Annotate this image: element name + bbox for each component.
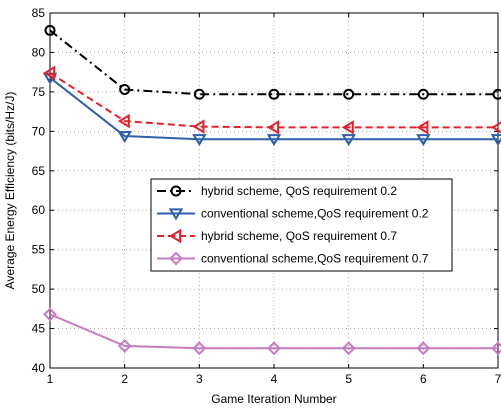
data-point <box>416 134 431 147</box>
data-point <box>416 120 429 135</box>
data-point <box>119 84 131 96</box>
legend-box <box>150 178 453 272</box>
data-point <box>44 24 56 36</box>
series-line <box>49 313 498 350</box>
y-tick-label: 65 <box>32 164 46 178</box>
legend-marker <box>169 228 182 244</box>
data-point <box>416 341 431 356</box>
x-tick-label: 5 <box>345 372 352 386</box>
legend-marker <box>169 251 183 266</box>
data-point <box>491 341 501 356</box>
data-point <box>192 341 207 356</box>
x-tick-label: 1 <box>47 372 54 386</box>
y-tick-label: 45 <box>32 322 46 336</box>
data-point <box>117 130 132 143</box>
legend-marker <box>170 185 182 197</box>
legend-marker <box>168 208 184 221</box>
y-tick-label: 50 <box>32 282 46 296</box>
y-tick-label: 85 <box>32 6 46 20</box>
data-point <box>193 88 205 100</box>
legend-label: conventional scheme,QoS requirement 0.7 <box>201 252 429 266</box>
series-4 <box>43 307 501 356</box>
x-tick-label: 3 <box>196 372 203 386</box>
y-tick-label: 75 <box>32 85 46 99</box>
series-1 <box>44 24 501 100</box>
x-tick-label: 2 <box>121 372 128 386</box>
y-tick-label: 80 <box>32 45 46 59</box>
data-point <box>266 134 282 147</box>
data-point <box>43 307 57 322</box>
x-tick-label: 4 <box>271 372 278 386</box>
series-line <box>49 72 498 129</box>
legend-item: hybrid scheme, QoS requirement 0.7 <box>157 228 397 244</box>
x-tick-label: 7 <box>495 372 501 386</box>
data-point <box>268 88 280 100</box>
data-point <box>192 134 207 147</box>
legend-item: conventional scheme,QoS requirement 0.2 <box>157 207 429 221</box>
data-point <box>117 338 132 353</box>
y-tick-label: 60 <box>32 203 46 217</box>
data-point <box>192 119 205 134</box>
data-point <box>117 113 130 129</box>
data-point <box>343 88 355 100</box>
x-axis-label: Game Iteration Number <box>211 392 336 406</box>
series-2 <box>42 72 501 147</box>
y-tick-label: 40 <box>32 361 46 375</box>
y-tick-label: 55 <box>32 243 46 257</box>
legend-item: conventional scheme,QoS requirement 0.7 <box>157 252 429 266</box>
legend-label: hybrid scheme, QoS requirement 0.2 <box>201 184 397 198</box>
x-tick-label: 6 <box>420 372 427 386</box>
legend-item: hybrid scheme, QoS requirement 0.2 <box>157 184 397 198</box>
data-point <box>492 88 501 100</box>
data-point <box>341 341 356 356</box>
legend: hybrid scheme, QoS requirement 0.2 conven… <box>150 178 453 272</box>
series-group <box>42 24 501 356</box>
data-point <box>267 120 280 135</box>
series-3 <box>43 65 501 135</box>
data-point <box>43 65 56 81</box>
legend-label: conventional scheme,QoS requirement 0.2 <box>201 207 429 221</box>
y-tick-label: 70 <box>32 124 46 138</box>
data-point <box>341 120 354 135</box>
series-line <box>49 76 498 141</box>
data-point <box>491 121 501 134</box>
series-line <box>49 29 498 96</box>
data-point <box>417 88 429 100</box>
legend-label: hybrid scheme, QoS requirement 0.7 <box>201 229 397 243</box>
data-point <box>341 134 356 147</box>
y-axis-label: Average Energy Efficiency (bits/Hz/J) <box>3 92 17 290</box>
data-point <box>267 341 281 356</box>
